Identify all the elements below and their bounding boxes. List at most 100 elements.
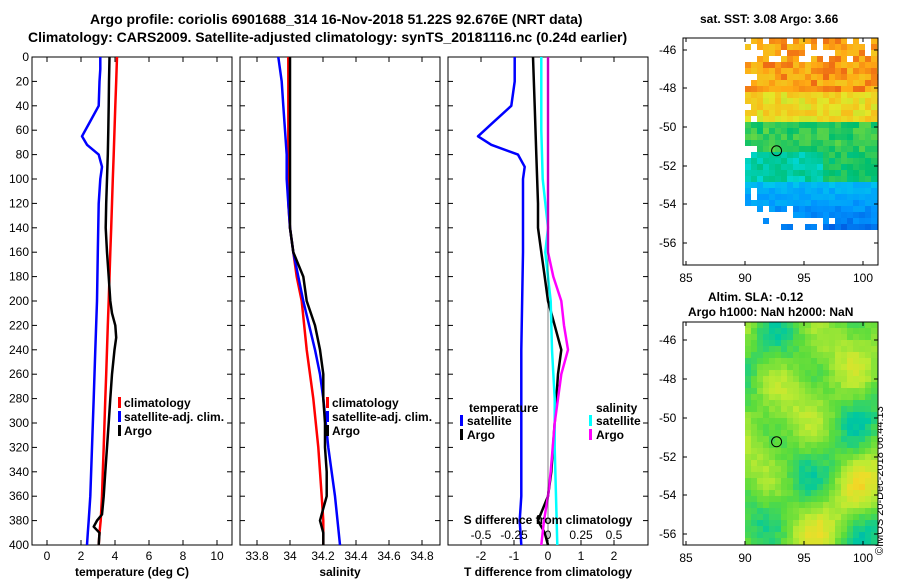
map-cell [787,44,793,50]
map-cell [787,74,793,80]
map-cell [763,340,769,346]
map-cell [841,98,847,104]
map-cell [847,182,853,188]
map-cell [775,62,781,68]
map-cell [841,382,847,388]
map-cell [781,502,787,508]
map-cell [829,358,835,364]
map-cell [859,206,865,212]
map-cell [859,164,865,170]
map-cell [841,442,847,448]
map-cell [769,68,775,74]
map-cell [853,334,859,340]
map-cell [787,376,793,382]
map-cell [847,110,853,116]
map-cell [841,74,847,80]
map-cell [763,104,769,110]
map-cell [787,430,793,436]
map-cell [823,164,829,170]
map-cell [793,376,799,382]
map-cell [823,92,829,98]
map-cell [859,68,865,74]
map-cell [811,200,817,206]
map-cell [763,478,769,484]
map-cell [853,98,859,104]
temperature-panel: 0204060801001201401601802002202402602803… [9,50,233,579]
map-cell [769,98,775,104]
map-cell [757,116,763,122]
map-cell [745,140,751,146]
map-cell [823,158,829,164]
map-cell [829,194,835,200]
map-cell [793,146,799,152]
map-cell [847,478,853,484]
map-cell [865,116,871,122]
map-cell [745,170,751,176]
map-cell [865,430,871,436]
map-cell [865,508,871,514]
map-cell [775,50,781,56]
map-cell [865,334,871,340]
map-cell [835,394,841,400]
map-cell [763,370,769,376]
map-cell [865,358,871,364]
x-tick-label: 34.6 [377,549,401,563]
map-cell [847,364,853,370]
map-cell [829,364,835,370]
map-cell [781,62,787,68]
map-cell [787,86,793,92]
map-cell [841,538,847,544]
map-cell [751,526,757,532]
map-cell [859,212,865,218]
map-cell [817,110,823,116]
map-cell [817,400,823,406]
temperature-frame [31,56,233,546]
map-cell [787,188,793,194]
map-cell [871,526,877,532]
map-cell [775,176,781,182]
map-cell [781,460,787,466]
map-cell [811,68,817,74]
map-cell [793,370,799,376]
map-cell [835,526,841,532]
map-cell [781,394,787,400]
map-cell [793,322,799,328]
map-cell [775,526,781,532]
sla-map: 85 90 95 100-46-48-50-52-54-56 [659,321,879,565]
map-cell [805,182,811,188]
map-cell [775,418,781,424]
map-cell [775,370,781,376]
map-cell [751,164,757,170]
map-cell [763,352,769,358]
map-cell [841,104,847,110]
map-cell [775,74,781,80]
map-cell [775,104,781,110]
map-cell [841,224,847,230]
map-cell [805,212,811,218]
map-cell [817,436,823,442]
map-cell [793,388,799,394]
map-cell [829,44,835,50]
map-cell [811,182,817,188]
map-cell [805,134,811,140]
map-cell [847,164,853,170]
map-cell [823,74,829,80]
map-cell [769,412,775,418]
map-cell [847,158,853,164]
map-cell [859,334,865,340]
map-cell [805,490,811,496]
map-cell [775,478,781,484]
map-cell [757,152,763,158]
map-cell [841,460,847,466]
map-cell [853,146,859,152]
map-cell [847,62,853,68]
map-cell [841,188,847,194]
map-cell [787,104,793,110]
map-cell [841,122,847,128]
map-cell [769,508,775,514]
map-cell [823,340,829,346]
map-cell [853,128,859,134]
map-cell [859,86,865,92]
map-cell [799,526,805,532]
map-cell [775,394,781,400]
